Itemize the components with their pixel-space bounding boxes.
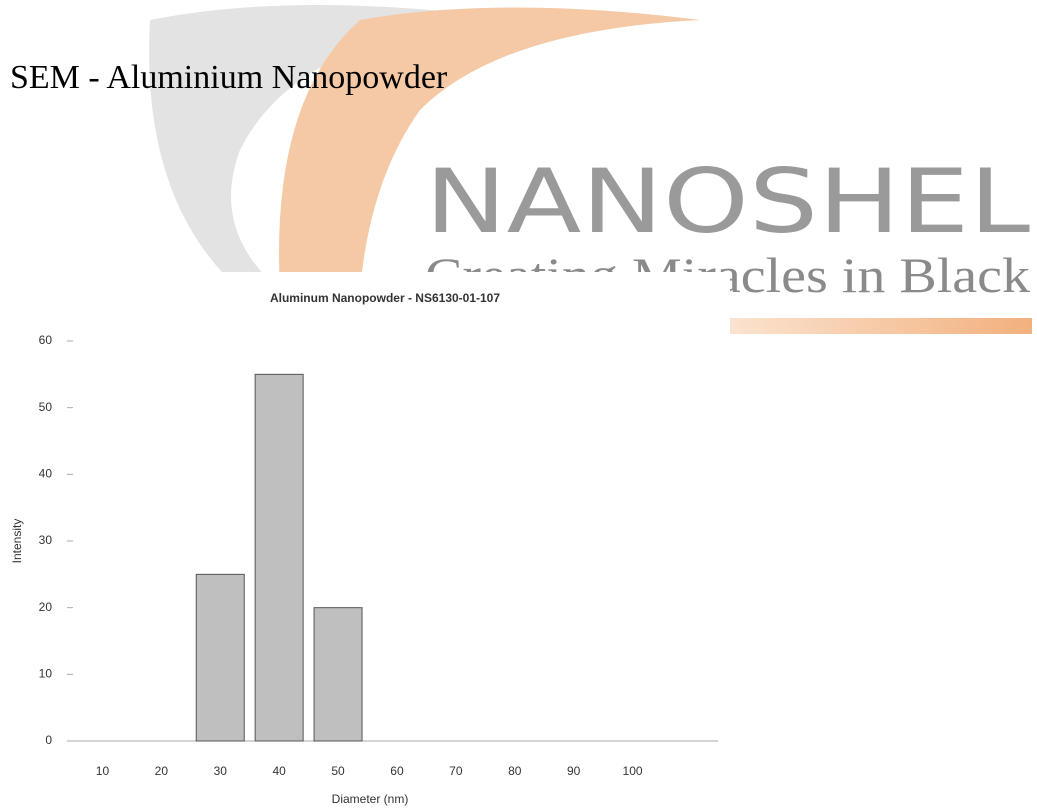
screen: NANOSHEL Creating Miracles in Black SEM … — [0, 0, 1037, 812]
bar — [255, 374, 303, 741]
x-tick-label: 30 — [214, 764, 228, 778]
y-axis-label: Intensity — [10, 519, 24, 564]
logo-bar — [730, 318, 1032, 334]
y-tick-label: 20 — [39, 600, 53, 614]
page: NANOSHEL Creating Miracles in Black SEM … — [0, 0, 1037, 812]
chart-title: Aluminum Nanopowder - NS6130-01-107 — [270, 291, 500, 305]
x-tick-label: 100 — [623, 764, 643, 778]
x-tick-label: 80 — [508, 764, 522, 778]
x-tick-label: 60 — [390, 764, 404, 778]
chart: Aluminum Nanopowder - NS6130-01-107 Diam… — [0, 272, 730, 812]
y-tick-label: 40 — [39, 467, 53, 481]
x-axis-label: Diameter (nm) — [332, 792, 409, 806]
brand-name: NANOSHEL — [425, 150, 1030, 253]
x-tick-label: 90 — [567, 764, 581, 778]
y-tick-label: 50 — [39, 400, 53, 414]
x-tick-label: 20 — [155, 764, 169, 778]
bar — [314, 608, 362, 741]
x-tick-label: 40 — [272, 764, 286, 778]
y-tick-label: 10 — [39, 667, 53, 681]
y-tick-label: 0 — [45, 733, 52, 747]
chart-background — [0, 272, 730, 812]
x-tick-label: 70 — [449, 764, 463, 778]
bar — [196, 574, 244, 741]
page-title: SEM - Aluminium Nanopowder — [10, 59, 448, 96]
y-tick-label: 30 — [39, 533, 53, 547]
x-tick-label: 50 — [331, 764, 345, 778]
x-tick-label: 10 — [96, 764, 110, 778]
y-tick-label: 60 — [39, 333, 53, 347]
